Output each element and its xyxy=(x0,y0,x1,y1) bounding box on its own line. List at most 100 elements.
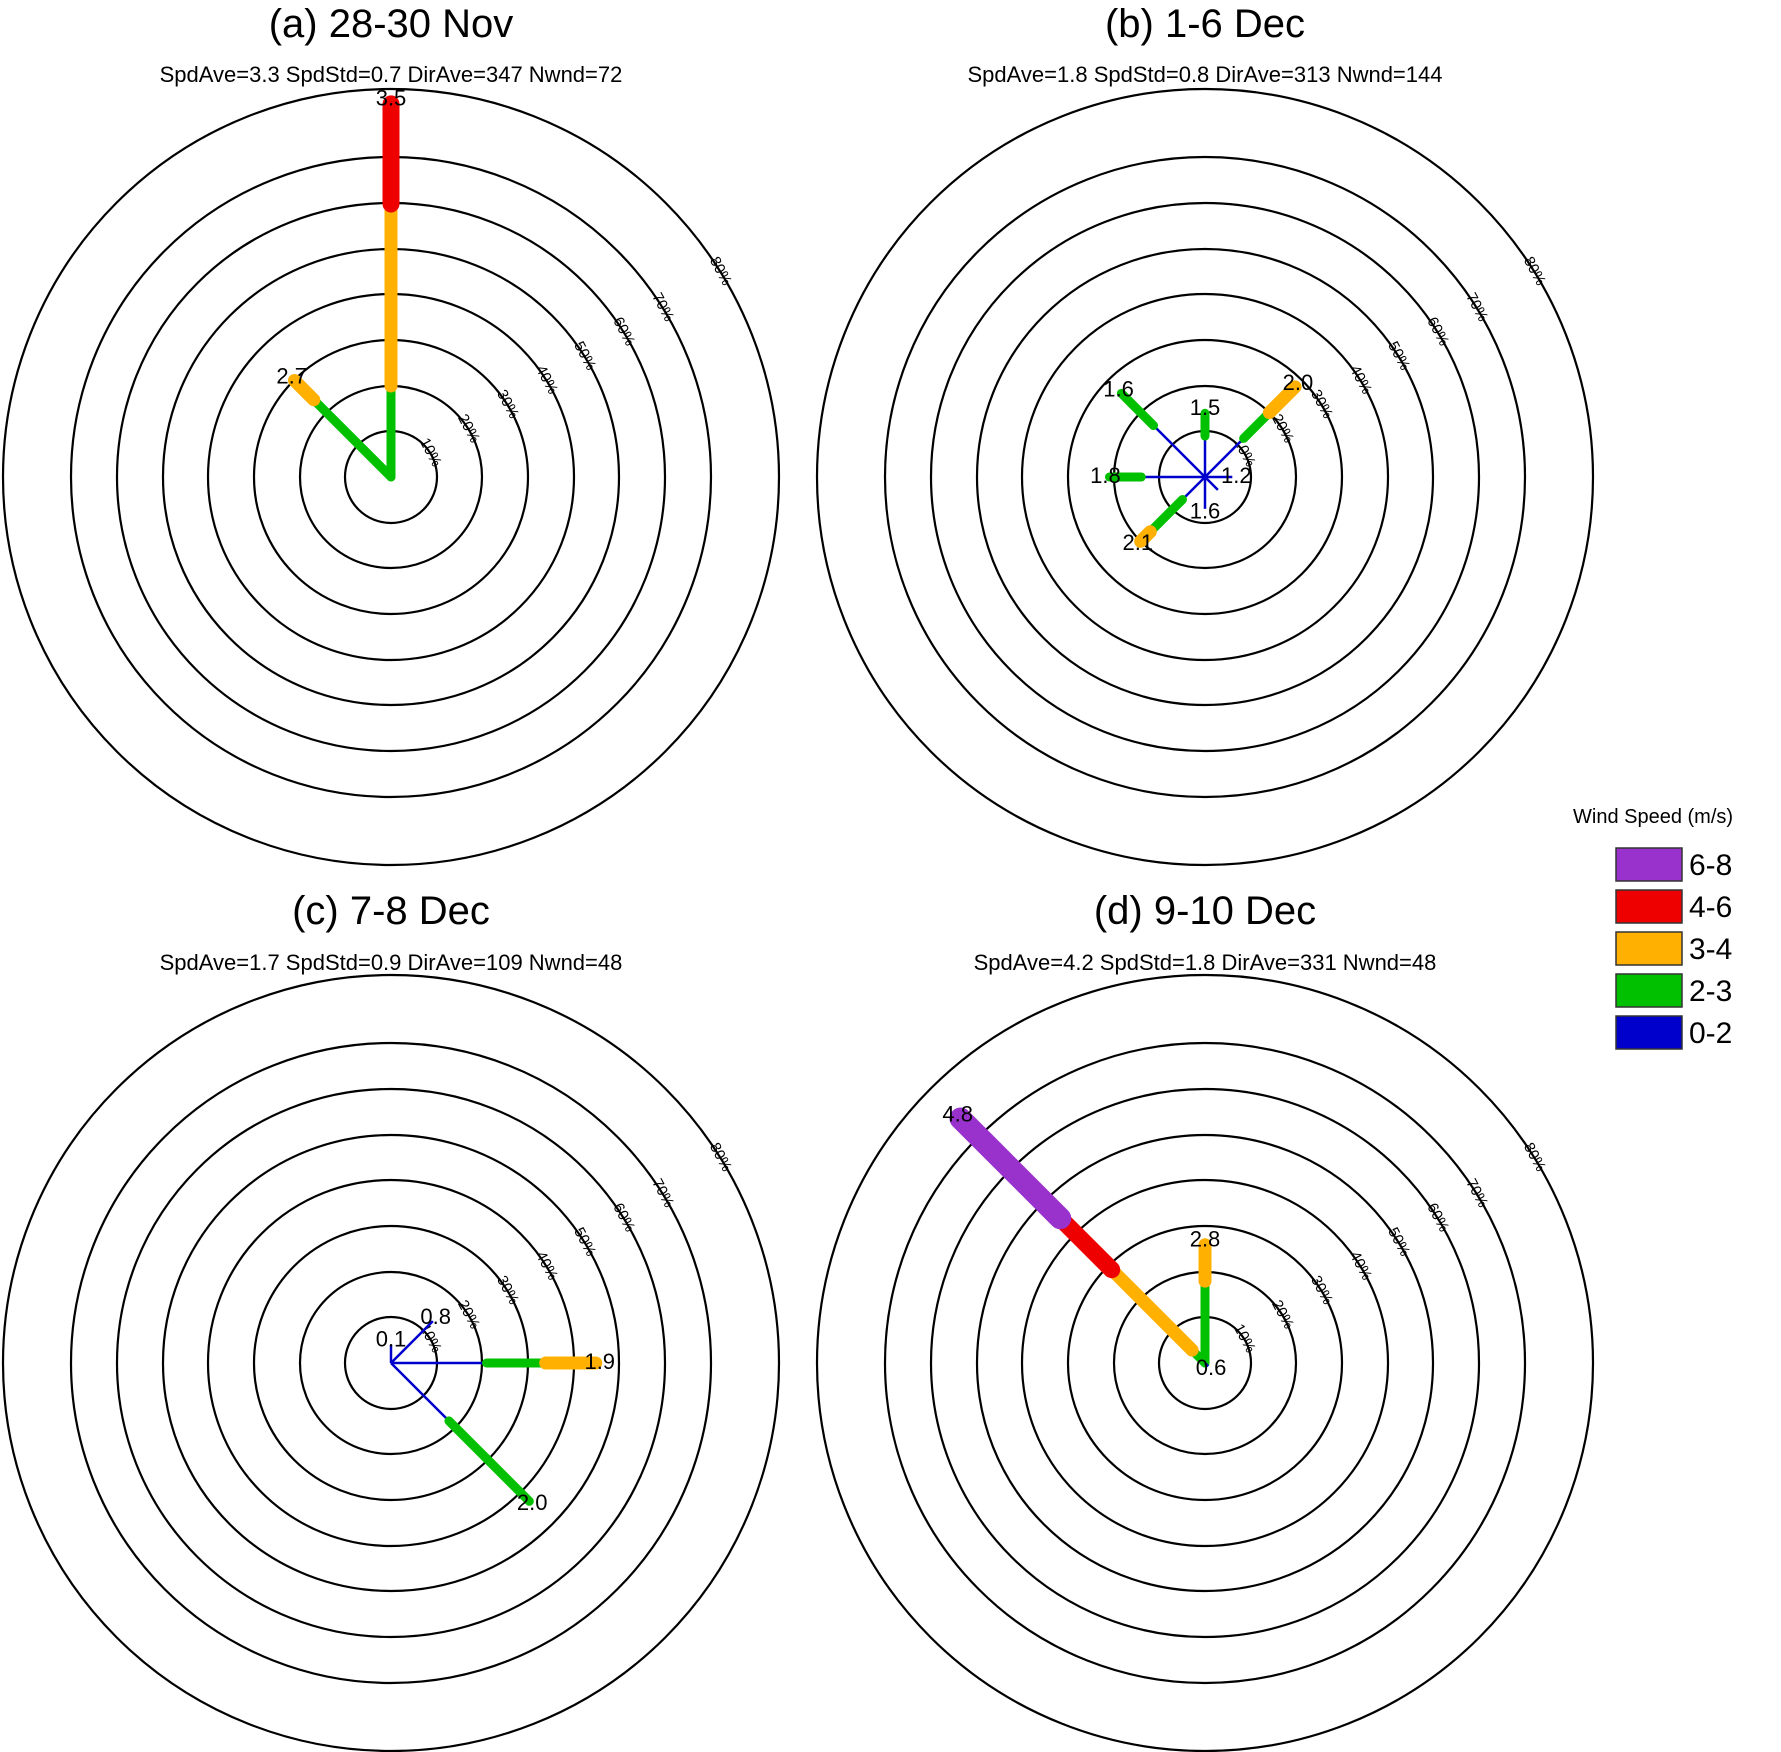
frequency-ring xyxy=(816,974,1594,1752)
ring-label: 40% xyxy=(532,1249,561,1283)
petal-speed-label: 2.7 xyxy=(276,363,307,388)
ring-label: 40% xyxy=(1346,363,1375,397)
petal-segment xyxy=(1116,388,1159,431)
panel-title: (a) 28-30 Nov xyxy=(269,2,514,46)
ring-label: 20% xyxy=(1268,1297,1297,1331)
petal-segment xyxy=(1145,495,1187,537)
panel-stats: SpdAve=4.2 SpdStd=1.8 DirAve=331 Nwnd=48 xyxy=(974,950,1437,975)
panel-title: (c) 7-8 Dec xyxy=(292,889,490,933)
petal-speed-label: 1.6 xyxy=(1190,499,1221,524)
ring-label: 40% xyxy=(532,363,561,397)
ring-label: 60% xyxy=(609,1200,638,1234)
panel-stats: SpdAve=1.8 SpdStd=0.8 DirAve=313 Nwnd=14… xyxy=(968,62,1443,87)
ring-label: 50% xyxy=(1384,1225,1413,1259)
frequency-ring xyxy=(2,974,780,1752)
petal-speed-label: 1.8 xyxy=(1090,463,1121,488)
legend-label: 3-4 xyxy=(1689,933,1732,966)
frequency-ring xyxy=(975,1133,1435,1593)
petal-speed-label: 2.1 xyxy=(1123,530,1154,555)
petal-segment xyxy=(1105,1263,1199,1357)
panel-title: (d) 9-10 Dec xyxy=(1094,889,1316,933)
petal-segment xyxy=(1134,525,1157,548)
frequency-ring xyxy=(1020,1178,1390,1548)
frequency-ring xyxy=(69,1041,713,1685)
frequency-ring xyxy=(161,1133,621,1593)
petal-segment xyxy=(1204,437,1245,478)
petal-speed-label: 0.8 xyxy=(420,1304,451,1329)
frequency-ring xyxy=(1,87,781,867)
petal-segment xyxy=(444,1416,534,1506)
ring-label: 70% xyxy=(648,290,677,324)
panel-stats: SpdAve=3.3 SpdStd=0.7 DirAve=347 Nwnd=72 xyxy=(160,62,623,87)
petal-speed-label: 2.8 xyxy=(1190,1227,1221,1252)
petal-speed-label: 1.6 xyxy=(1103,376,1134,401)
petal-segment xyxy=(287,373,321,407)
ring-label: 80% xyxy=(1520,1140,1549,1174)
petal-speed-label: 2.0 xyxy=(1283,370,1314,395)
ring-label: 70% xyxy=(1462,290,1491,324)
frequency-ring xyxy=(815,87,1595,867)
petal-speed-label: 4.8 xyxy=(942,1101,973,1126)
ring-label: 20% xyxy=(454,411,483,445)
petal-speed-label: 1.9 xyxy=(584,1349,615,1374)
petal-speed-label: 0.6 xyxy=(1196,1355,1227,1380)
legend-title: Wind Speed (m/s) xyxy=(1573,806,1733,828)
frequency-ring xyxy=(883,155,1527,799)
wind-rose-panel: (d) 9-10 Dec SpdAve=4.2 SpdStd=1.8 DirAve… xyxy=(816,889,1594,1752)
ring-label: 70% xyxy=(1462,1176,1491,1210)
ring-label: 60% xyxy=(1423,1200,1452,1234)
ring-label: 10% xyxy=(1230,1321,1259,1355)
legend-items: 6-8 4-6 3-4 2-3 0-2 xyxy=(1615,847,1732,1050)
petal-segment xyxy=(1204,1362,1210,1368)
ring-label: 30% xyxy=(1307,1273,1336,1307)
legend-swatch xyxy=(1615,889,1683,924)
frequency-ring xyxy=(1020,292,1390,662)
ring-label: 60% xyxy=(1423,314,1452,348)
petal-segment xyxy=(1262,380,1302,420)
petal-speed-label: 1.5 xyxy=(1190,395,1221,420)
frequency-ring xyxy=(929,201,1481,753)
petal-segment xyxy=(1051,1209,1121,1279)
legend-label: 0-2 xyxy=(1689,1017,1732,1050)
petal-segment xyxy=(1152,424,1206,478)
ring-label: 80% xyxy=(1520,254,1549,288)
petal-speed-label: 0.1 xyxy=(376,1327,407,1352)
legend-swatch xyxy=(1615,973,1683,1008)
petal-speed-label: 2.0 xyxy=(517,1490,548,1515)
frequency-ring xyxy=(115,1087,667,1639)
ring-label: 30% xyxy=(493,387,522,421)
petal-segment xyxy=(390,1320,434,1364)
wind-rose-panel: (a) 28-30 Nov SpdAve=3.3 SpdStd=0.7 DirAv… xyxy=(1,2,781,867)
petal-speed-label: 1.2 xyxy=(1221,463,1252,488)
ring-label: 30% xyxy=(493,1273,522,1307)
petal-segment xyxy=(1204,476,1219,491)
legend-swatch xyxy=(1615,1015,1683,1050)
panel-title: (b) 1-6 Dec xyxy=(1105,2,1305,46)
frequency-ring xyxy=(1066,338,1344,616)
legend-swatch xyxy=(1615,847,1683,882)
frequency-ring xyxy=(883,1041,1527,1685)
ring-label: 20% xyxy=(454,1297,483,1331)
ring-label: 80% xyxy=(706,254,735,288)
wind-rose-panel: (b) 1-6 Dec SpdAve=1.8 SpdStd=0.8 DirAve=… xyxy=(815,2,1595,867)
petal-speed-label: 3.5 xyxy=(376,86,407,111)
ring-label: 50% xyxy=(1384,339,1413,373)
ring-label: 80% xyxy=(706,1140,735,1174)
frequency-ring xyxy=(929,1087,1481,1639)
ring-label: 10% xyxy=(416,435,445,469)
petal-segment xyxy=(390,1362,450,1422)
wind-rose-panels: (a) 28-30 Nov SpdAve=3.3 SpdStd=0.7 DirAv… xyxy=(1,2,1595,1752)
petal-segment xyxy=(309,395,396,482)
panel-stats: SpdAve=1.7 SpdStd=0.9 DirAve=109 Nwnd=48 xyxy=(160,950,623,975)
wind-speed-legend: Wind Speed (m/s) 6-8 4-6 3-4 2-3 0-2 xyxy=(1573,806,1733,1050)
legend-label: 4-6 xyxy=(1689,891,1732,924)
ring-label: 50% xyxy=(570,339,599,373)
ring-label: 60% xyxy=(609,314,638,348)
petal-segment xyxy=(1181,476,1206,501)
legend-label: 2-3 xyxy=(1689,975,1732,1008)
ring-label: 50% xyxy=(570,1225,599,1259)
legend-label: 6-8 xyxy=(1689,849,1732,882)
petal-segment xyxy=(949,1107,1072,1230)
frequency-ring xyxy=(975,247,1435,707)
